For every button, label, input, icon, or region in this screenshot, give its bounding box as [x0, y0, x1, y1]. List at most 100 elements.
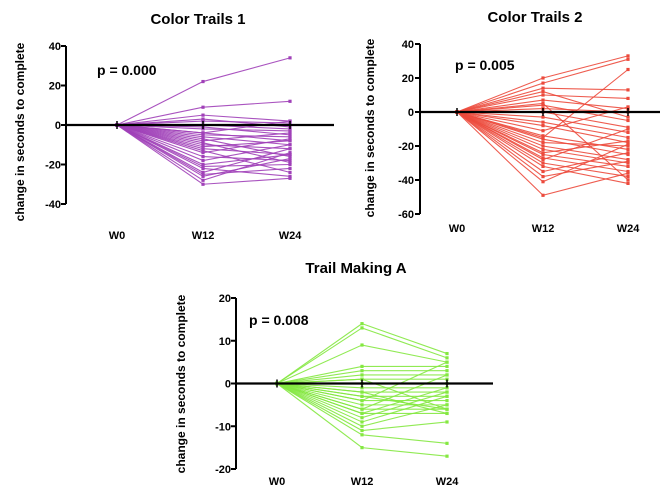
- y-tick-label: -40: [45, 199, 61, 211]
- y-tick-label: 20: [402, 73, 414, 85]
- data-point: [541, 193, 545, 197]
- data-point: [626, 141, 630, 145]
- data-point: [201, 155, 205, 159]
- data-point: [541, 93, 545, 97]
- data-point: [626, 169, 630, 174]
- data-point: [201, 170, 205, 174]
- data-point: [201, 149, 205, 153]
- data-point: [360, 403, 364, 407]
- x-tick-label: W12: [351, 476, 374, 488]
- data-point: [288, 155, 292, 159]
- data-point: [201, 145, 205, 149]
- data-point: [445, 454, 449, 458]
- data-point: [445, 441, 449, 445]
- data-point: [288, 137, 292, 141]
- data-point: [201, 182, 205, 186]
- chart-color-trails-2: Color Trails 2 change in seconds to comp…: [363, 9, 660, 235]
- data-point: [288, 143, 292, 147]
- data-point: [445, 377, 449, 381]
- data-point: [541, 158, 545, 162]
- data-point: [541, 137, 545, 141]
- data-point: [626, 159, 630, 163]
- data-point: [626, 175, 630, 179]
- data-point: [626, 88, 630, 92]
- data-point: [541, 98, 545, 102]
- data-point: [201, 178, 205, 182]
- y-tick-label: -20: [45, 160, 61, 172]
- y-tick-label: -10: [215, 421, 231, 433]
- chart-trail-making-a: Trail Making A change in seconds to comp…: [174, 260, 493, 488]
- data-point: [445, 420, 449, 424]
- data-point: [201, 131, 205, 135]
- data-point: [288, 170, 292, 174]
- data-point: [201, 174, 205, 178]
- data-point: [288, 147, 292, 151]
- chart-title: Trail Making A: [305, 260, 406, 277]
- data-point: [288, 162, 292, 167]
- data-point: [201, 79, 205, 84]
- data-point: [360, 322, 364, 326]
- data-point: [626, 147, 630, 151]
- y-tick-label: 40: [49, 41, 61, 53]
- data-point: [626, 151, 630, 155]
- x-tick-label: W12: [192, 230, 215, 242]
- data-point: [288, 99, 292, 103]
- data-point: [360, 420, 364, 424]
- y-tick-label: -40: [398, 175, 414, 187]
- data-point: [541, 86, 545, 90]
- data-point: [201, 137, 205, 141]
- y-axis-label: change in seconds to complete: [174, 294, 188, 473]
- data-point: [201, 105, 205, 109]
- data-point: [360, 390, 364, 394]
- y-tick-label: 0: [55, 120, 61, 132]
- x-tick-label: W12: [532, 223, 555, 235]
- y-tick-label: -20: [398, 141, 414, 153]
- data-point: [360, 369, 364, 373]
- data-point: [288, 166, 292, 171]
- y-axis-label: change in seconds to complete: [363, 38, 377, 217]
- p-value-annotation: p = 0.005: [455, 57, 515, 73]
- data-point: [541, 129, 545, 133]
- data-point: [360, 377, 364, 381]
- data-point: [541, 152, 545, 157]
- data-point: [288, 156, 292, 161]
- data-point: [626, 161, 630, 165]
- y-tick-label: 0: [408, 107, 414, 119]
- data-point: [541, 120, 545, 124]
- y-tick-label: -20: [215, 464, 231, 476]
- data-point: [288, 56, 292, 60]
- data-point: [445, 373, 449, 377]
- data-point: [445, 403, 449, 407]
- data-point: [201, 172, 205, 176]
- x-tick-label: W0: [269, 476, 286, 488]
- x-tick-label: W24: [617, 223, 641, 235]
- p-value-annotation: p = 0.000: [97, 62, 157, 78]
- data-point: [445, 411, 449, 416]
- plot-area: -60 -40 -20 0 20 40: [398, 39, 660, 221]
- x-tick-label: W0: [449, 223, 466, 235]
- data-point: [201, 162, 205, 167]
- data-point: [288, 174, 292, 178]
- plot-area: -40 -20 0 20 40: [45, 41, 334, 211]
- data-point: [541, 81, 545, 85]
- data-point: [626, 164, 630, 168]
- chart-title: Color Trails 2: [487, 9, 582, 26]
- data-point: [360, 428, 364, 433]
- data-point: [288, 133, 292, 137]
- x-tick-label: W24: [279, 230, 303, 242]
- data-point: [360, 326, 364, 330]
- data-point: [626, 139, 630, 143]
- data-point: [201, 164, 205, 169]
- data-point: [360, 446, 364, 450]
- data-point: [541, 156, 545, 160]
- data-point: [541, 115, 545, 119]
- data-point: [201, 158, 205, 163]
- series-line: [276, 383, 448, 457]
- data-point: [445, 356, 449, 360]
- y-tick-label: 0: [225, 379, 231, 391]
- data-point: [445, 390, 449, 394]
- data-point: [541, 147, 545, 151]
- data-point: [626, 130, 630, 134]
- data-point: [288, 129, 292, 133]
